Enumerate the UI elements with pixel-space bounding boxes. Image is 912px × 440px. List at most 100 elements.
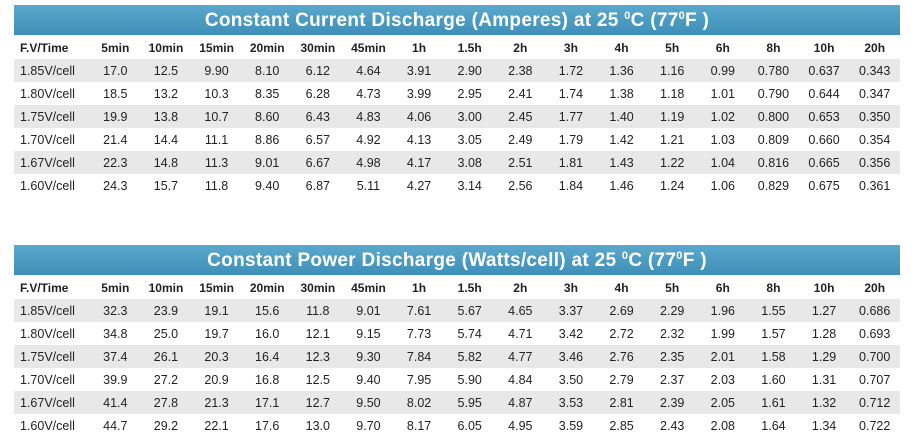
data-table: F.V/Time 5min 10min 15min 20min 30min 45min 1h 1… [14, 277, 900, 437]
value-cell: 9.15 [356, 326, 381, 341]
value-cell: 44.7 [103, 418, 128, 433]
value-cell: 4.73 [356, 86, 381, 101]
header-cell: 1h [412, 41, 427, 55]
value-cell: 1.18 [660, 86, 685, 101]
header-cell: 10h [813, 41, 835, 55]
value-cell: 1.77 [545, 105, 597, 128]
value-cell: 7.84 [393, 345, 445, 368]
table-title: Constant Current Discharge (Amperes) at … [14, 5, 900, 35]
value-cell: 4.71 [508, 326, 533, 341]
value-cell: 2.79 [609, 372, 634, 387]
value-cell: 9.01 [241, 151, 293, 174]
header-cell: 30min [300, 41, 336, 55]
value-cell: 5.67 [444, 299, 495, 322]
value-cell: 2.08 [710, 418, 735, 433]
value-cell: 11.8 [292, 299, 344, 322]
value-cell: 1.46 [609, 178, 634, 193]
value-cell: 34.8 [103, 326, 128, 341]
value-cell: 29.2 [153, 418, 179, 433]
value-cell: 4.17 [393, 151, 445, 174]
value-cell: 1.02 [697, 105, 749, 128]
header-cell: 10h [813, 281, 835, 295]
value-cell: 21.3 [191, 391, 242, 414]
value-cell: 3.05 [457, 132, 482, 147]
degree-mark: 0 [676, 250, 683, 262]
value-cell: 0.700 [849, 345, 900, 368]
value-cell: 13.0 [305, 418, 330, 433]
value-cell: 13.2 [153, 86, 179, 101]
value-cell: 14.8 [140, 151, 192, 174]
value-cell: 10.3 [204, 86, 229, 101]
table-title: Constant Power Discharge (Watts/cell) at… [14, 245, 900, 275]
value-cell: 7.73 [406, 326, 432, 341]
value-cell: 0.816 [748, 151, 799, 174]
row-label: 1.75V/cell [14, 345, 90, 368]
value-cell: 6.05 [457, 418, 482, 433]
current-table-block: Constant Current Discharge (Amperes) at … [14, 5, 900, 197]
header-row: F.V/Time 5min 10min 15min 20min 30min 45min 1h 1… [14, 277, 900, 299]
value-cell: 4.83 [343, 105, 394, 128]
header-cell: 4h [614, 281, 629, 295]
value-cell: 4.64 [343, 59, 394, 82]
data-row: 1.60V/cell 44.7 29.2 22.1 17.6 13.0 9.70 8.17 6.… [14, 414, 900, 437]
value-cell: 2.95 [457, 86, 482, 101]
value-cell: 0.343 [849, 59, 900, 82]
value-cell: 19.9 [90, 105, 141, 128]
value-cell: 3.42 [558, 326, 584, 341]
row-label: 1.85V/cell [14, 299, 90, 322]
value-cell: 2.76 [596, 345, 647, 368]
value-cell: 8.17 [406, 418, 432, 433]
value-cell: 3.59 [558, 418, 584, 433]
value-cell: 22.3 [90, 151, 141, 174]
title-text: C (77 [630, 10, 679, 31]
value-cell: 0.637 [798, 59, 850, 82]
value-cell: 17.0 [90, 59, 141, 82]
degree-mark: 0 [621, 250, 629, 262]
value-cell: 3.00 [444, 105, 495, 128]
value-cell: 1.64 [761, 418, 786, 433]
row-label: 1.60V/cell [20, 418, 75, 433]
value-cell: 22.1 [204, 418, 229, 433]
value-cell: 0.686 [849, 299, 900, 322]
value-cell: 19.7 [204, 326, 229, 341]
header-cell: 6h [715, 41, 730, 55]
value-cell: 0.665 [798, 151, 850, 174]
title-text: Constant Power Discharge (Watts/cell) at… [207, 250, 622, 271]
value-cell: 17.1 [241, 391, 293, 414]
value-cell: 1.74 [558, 86, 584, 101]
value-cell: 13.8 [140, 105, 192, 128]
value-cell: 1.22 [646, 151, 698, 174]
value-cell: 1.79 [558, 132, 584, 147]
value-cell: 1.24 [660, 178, 685, 193]
value-cell: 2.32 [660, 326, 685, 341]
value-cell: 20.9 [204, 372, 229, 387]
value-cell: 7.95 [406, 372, 432, 387]
row-label: 1.60V/cell [20, 178, 75, 193]
value-cell: 12.3 [292, 345, 344, 368]
value-cell: 14.4 [153, 132, 179, 147]
value-cell: 23.9 [140, 299, 192, 322]
header-cell: 5h [665, 281, 680, 295]
value-cell: 18.5 [103, 86, 128, 101]
value-cell: 4.06 [393, 105, 445, 128]
value-cell: 6.57 [305, 132, 330, 147]
value-cell: 5.11 [356, 178, 381, 193]
value-cell: 20.3 [191, 345, 242, 368]
data-row: 1.85V/cell 17.0 12.5 9.90 8.10 6.12 4.64 3.91 2.… [14, 59, 900, 82]
value-cell: 4.27 [406, 178, 432, 193]
value-cell: 5.74 [457, 326, 482, 341]
value-cell: 3.99 [406, 86, 432, 101]
value-cell: 1.99 [710, 326, 735, 341]
value-cell: 4.98 [343, 151, 394, 174]
value-cell: 1.40 [596, 105, 647, 128]
row-label: 1.67V/cell [14, 151, 90, 174]
value-cell: 1.27 [798, 299, 850, 322]
header-cell: 20min [249, 41, 285, 55]
value-cell: 9.01 [343, 299, 394, 322]
value-cell: 3.53 [545, 391, 597, 414]
header-cell: 1.5h [457, 41, 482, 55]
value-cell: 4.87 [495, 391, 546, 414]
value-cell: 2.41 [508, 86, 533, 101]
value-cell: 2.39 [646, 391, 698, 414]
